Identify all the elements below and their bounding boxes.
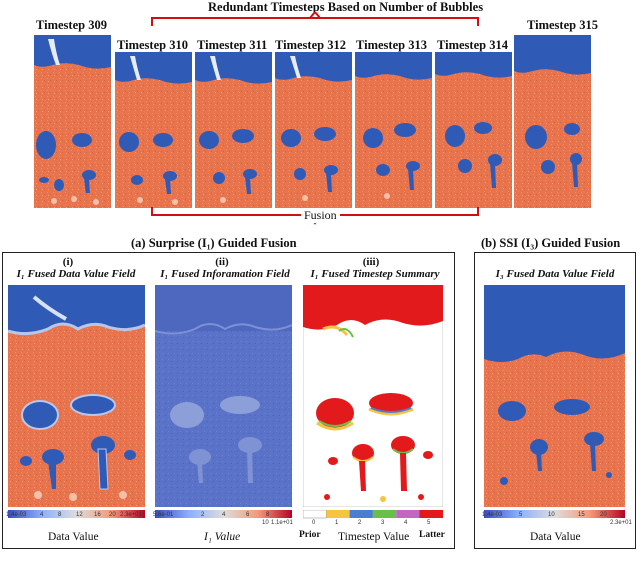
sub-i-tick: 12 bbox=[76, 512, 83, 518]
timestep-image-312 bbox=[275, 52, 352, 208]
timestep-label-313: Timestep 313 bbox=[356, 38, 427, 52]
panel-a-title: (a) Surprise (I₁) Guided Fusion bbox=[131, 236, 297, 250]
timestep-label-310: Timestep 310 bbox=[117, 38, 188, 52]
timestep-label-312: Timestep 312 bbox=[275, 38, 346, 52]
sub-iii-latter-label: Latter bbox=[419, 530, 445, 540]
redundant-title: Redundant Timesteps Based on Number of B… bbox=[208, 0, 484, 14]
timestep-image-314 bbox=[435, 52, 512, 208]
top-bracket bbox=[151, 12, 479, 26]
sub-iii-tick: 3 bbox=[381, 520, 385, 526]
sub-iii-tick: 5 bbox=[427, 520, 431, 526]
sub-i-title: I₁ Fused Data Value Field bbox=[16, 268, 136, 280]
sub-i-tick: 1.4e-03 bbox=[6, 512, 27, 518]
panel-b-sub-title: I₃ Fused Data Value Field bbox=[495, 268, 615, 280]
sub-ii-colorbar bbox=[155, 510, 292, 518]
sub-i-tick: 4 bbox=[40, 512, 44, 518]
panel-b-tick: 2.3e+01 bbox=[610, 520, 632, 526]
sub-iii-prior-label: Prior bbox=[299, 530, 321, 540]
sub-ii-title: I₁ Fused Inforamation Field bbox=[160, 268, 290, 280]
sub-i-roman: (i) bbox=[62, 256, 74, 268]
sub-ii-colorbar-label: I₁ Value bbox=[204, 531, 241, 543]
sub-iii-tick: 1 bbox=[335, 520, 339, 526]
sub-iii-tick: 2 bbox=[358, 520, 362, 526]
sub-ii-image bbox=[155, 285, 292, 507]
panel-b-image bbox=[484, 285, 625, 507]
sub-iii-title: I₁ Fused Timestep Summary bbox=[310, 268, 440, 280]
sub-i-tick: 2.3e+01 bbox=[120, 512, 142, 518]
timestep-label-311: Timestep 311 bbox=[197, 38, 268, 52]
sub-ii-tick: 1.1e+01 bbox=[271, 520, 293, 526]
timestep-label-314: Timestep 314 bbox=[437, 38, 508, 52]
panel-b-frame bbox=[474, 252, 636, 549]
sub-i-colorbar-label: Data Value bbox=[48, 531, 99, 543]
sub-iii-tick: 4 bbox=[404, 520, 408, 526]
panel-a-frame bbox=[2, 252, 455, 549]
panel-b-tick: 15 bbox=[578, 512, 585, 518]
timestep-image-310 bbox=[115, 52, 192, 208]
panel-b-tick: 1.4e-03 bbox=[482, 512, 503, 518]
sub-i-image bbox=[8, 285, 145, 507]
panel-b-colorbar-label: Data Value bbox=[530, 531, 581, 543]
timestep-image-313 bbox=[355, 52, 432, 208]
timestep-image-309 bbox=[34, 35, 111, 208]
timestep-label-315: Timestep 315 bbox=[527, 18, 598, 32]
panel-b-colorbar bbox=[484, 510, 625, 518]
panel-b-tick: 5 bbox=[519, 512, 523, 518]
sub-ii-roman: (ii) bbox=[215, 256, 229, 268]
fusion-label: Fusion bbox=[301, 208, 340, 223]
sub-iii-image bbox=[303, 285, 443, 507]
sub-i-tick: 20 bbox=[109, 512, 116, 518]
sub-ii-tick: 5.6e-01 bbox=[153, 512, 174, 518]
sub-i-tick: 8 bbox=[58, 512, 62, 518]
sub-i-colorbar bbox=[8, 510, 145, 518]
timestep-image-315 bbox=[514, 35, 591, 208]
sub-iii-roman: (iii) bbox=[362, 256, 380, 268]
panel-b-title: (b) SSI (I₃) Guided Fusion bbox=[481, 236, 621, 250]
timestep-label-309: Timestep 309 bbox=[36, 18, 107, 32]
panel-b-tick: 20 bbox=[600, 512, 607, 518]
sub-ii-tick: 6 bbox=[246, 512, 250, 518]
sub-iii-colorbar-label: Timestep Value bbox=[338, 531, 410, 543]
sub-ii-tick: 8 bbox=[266, 512, 270, 518]
sub-ii-tick: 2 bbox=[201, 512, 205, 518]
sub-iii-colorbar bbox=[303, 510, 443, 519]
panel-b-tick: 10 bbox=[548, 512, 555, 518]
timestep-image-311 bbox=[195, 52, 272, 208]
sub-iii-tick: 0 bbox=[312, 520, 316, 526]
sub-i-tick: 16 bbox=[94, 512, 101, 518]
sub-ii-tick: 4 bbox=[222, 512, 226, 518]
sub-ii-tick: 10 bbox=[262, 520, 269, 526]
